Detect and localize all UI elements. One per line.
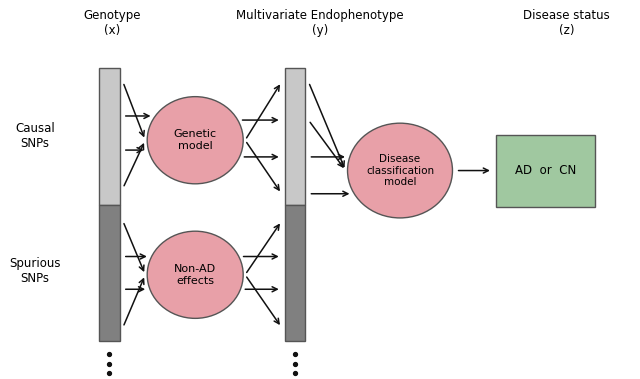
Text: Genotype
(x): Genotype (x) xyxy=(83,9,141,38)
Bar xyxy=(99,68,120,205)
Bar xyxy=(285,68,305,205)
Text: Disease
classification
model: Disease classification model xyxy=(366,154,434,187)
Text: Causal
SNPs: Causal SNPs xyxy=(15,122,55,150)
Text: Disease status
(z): Disease status (z) xyxy=(523,9,610,38)
Text: AD  or  CN: AD or CN xyxy=(515,164,576,177)
Bar xyxy=(285,205,305,341)
Text: Multivariate Endophenotype
(y): Multivariate Endophenotype (y) xyxy=(236,9,404,38)
Ellipse shape xyxy=(147,97,243,184)
Bar xyxy=(496,135,595,207)
Text: Spurious
SNPs: Spurious SNPs xyxy=(10,257,61,285)
Bar xyxy=(99,205,120,341)
Ellipse shape xyxy=(348,123,452,218)
Text: Non-AD
effects: Non-AD effects xyxy=(174,264,216,285)
Text: Genetic
model: Genetic model xyxy=(173,130,217,151)
Ellipse shape xyxy=(147,231,243,318)
